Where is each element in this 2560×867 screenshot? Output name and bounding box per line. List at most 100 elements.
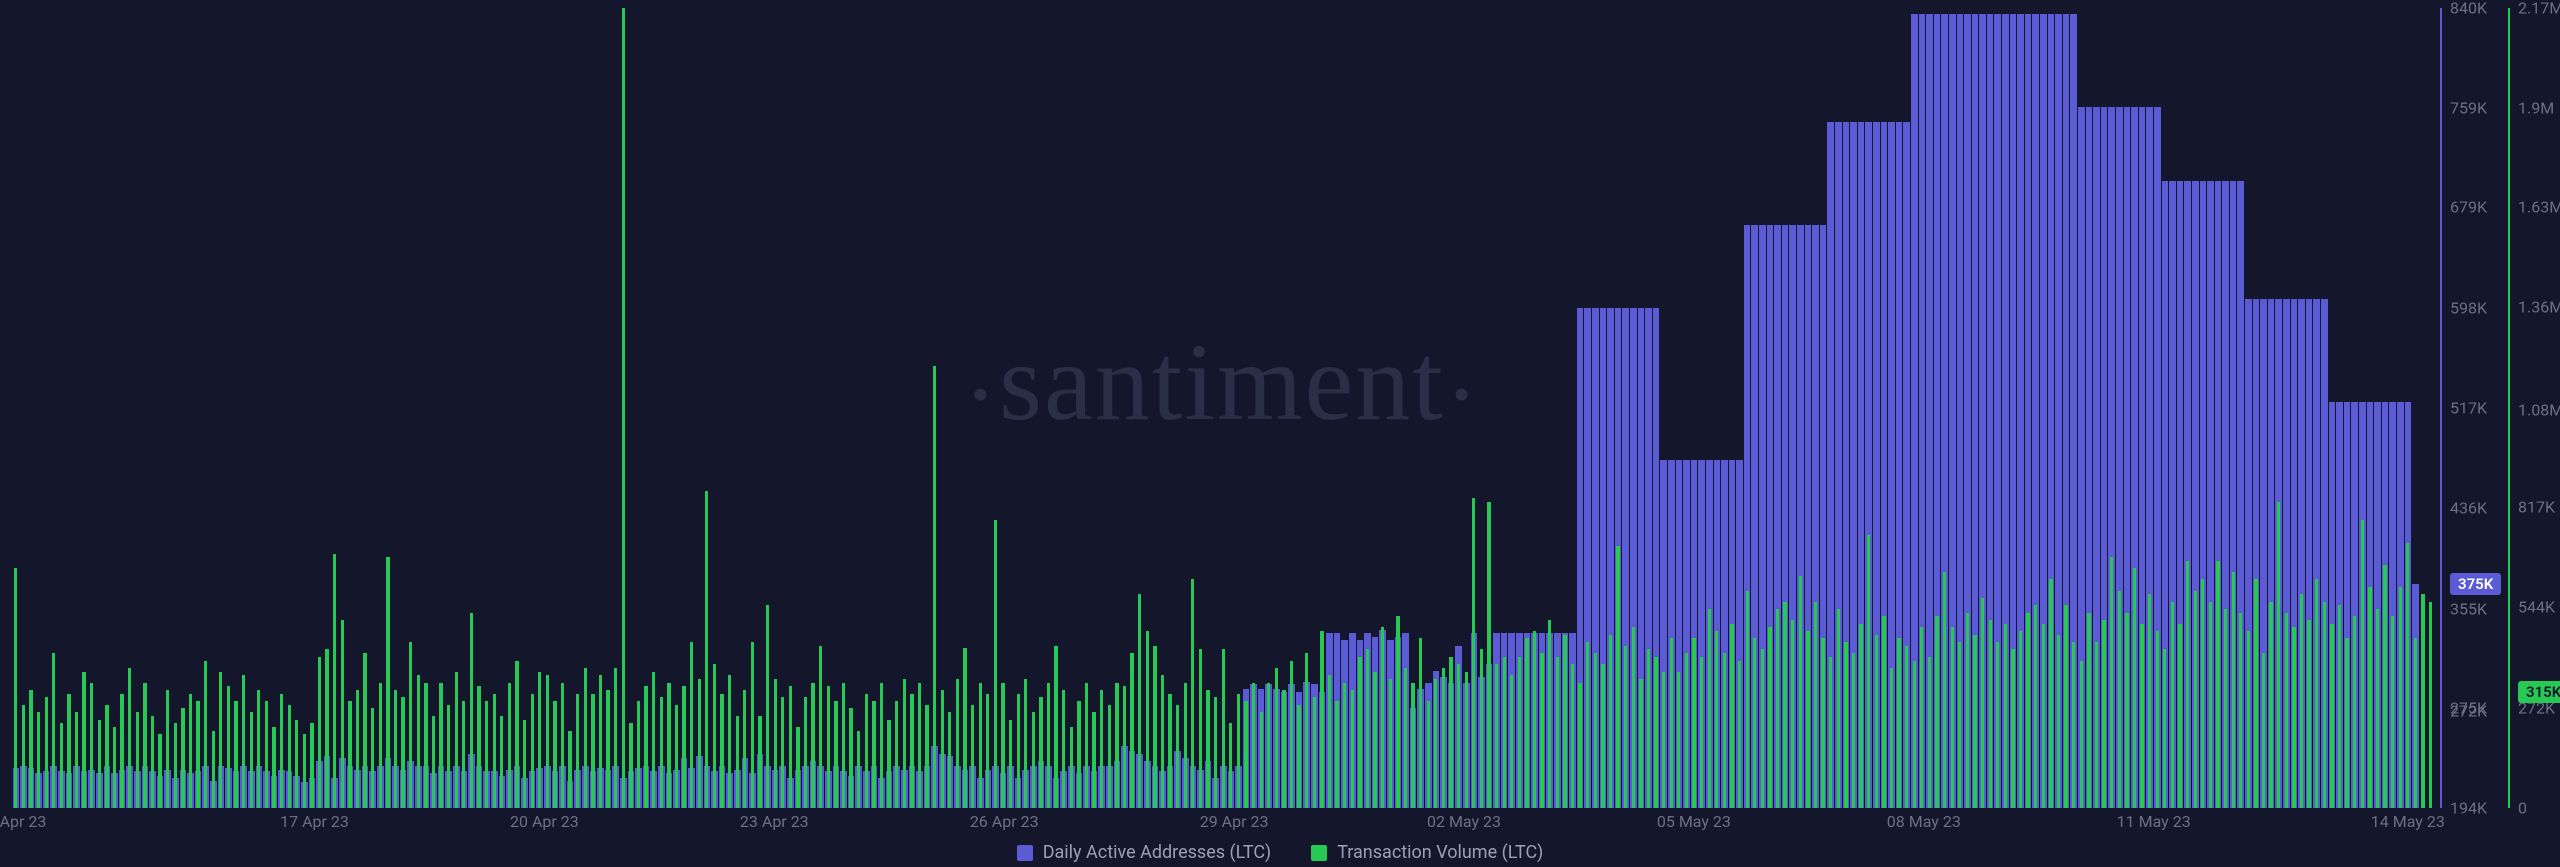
y-tick-blue-label: 759K: [2450, 99, 2487, 118]
bar-column: [324, 8, 331, 808]
bar-column: [1015, 8, 1022, 808]
bar-column: [1425, 8, 1432, 808]
bar-column: [271, 8, 278, 808]
bar-column: [1577, 8, 1584, 808]
legend-label: Transaction Volume (LTC): [1337, 842, 1543, 863]
bar-column: [506, 8, 513, 808]
bar-column: [552, 8, 559, 808]
y-tick-blue-label: 840K: [2450, 0, 2487, 18]
bar-column: [1220, 8, 1227, 808]
bar-column: [2169, 8, 2176, 808]
bar-column: [20, 8, 27, 808]
y-tick-green-label: 544K: [2518, 598, 2555, 617]
bar-column: [1501, 8, 1508, 808]
bar-column: [2162, 8, 2169, 808]
bar-column: [666, 8, 673, 808]
bar-column: [757, 8, 764, 808]
legend-item-daily-active[interactable]: Daily Active Addresses (LTC): [1017, 842, 1271, 863]
bar-column: [301, 8, 308, 808]
bar-column: [1000, 8, 1007, 808]
bar-column: [1068, 8, 1075, 808]
bar-column: [1729, 8, 1736, 808]
bar-column: [1250, 8, 1257, 808]
bar-column: [1053, 8, 1060, 808]
legend: Daily Active Addresses (LTC) Transaction…: [0, 842, 2560, 863]
bar-column: [1653, 8, 1660, 808]
bar-column: [1706, 8, 1713, 808]
bar-column: [2275, 8, 2282, 808]
bar-column: [878, 8, 885, 808]
bar-column: [719, 8, 726, 808]
bar-column: [423, 8, 430, 808]
bar-column: [1212, 8, 1219, 808]
bar-column: [2313, 8, 2320, 808]
bar-column: [521, 8, 528, 808]
bar-column: [1190, 8, 1197, 808]
bar-column: [1417, 8, 1424, 808]
bar-column: [1994, 8, 2001, 808]
bar-column: [2093, 8, 2100, 808]
bar-column: [362, 8, 369, 808]
x-tick-label: 29 Apr 23: [1200, 812, 1269, 831]
bar-column: [2230, 8, 2237, 808]
bar-column: [650, 8, 657, 808]
bar-column: [2010, 8, 2017, 808]
bar-column: [1546, 8, 1553, 808]
x-axis: 13 Apr 2317 Apr 2320 Apr 2323 Apr 2326 A…: [12, 812, 2432, 832]
bar-column: [1759, 8, 1766, 808]
bar-column: [1508, 8, 1515, 808]
bar-column: [536, 8, 543, 808]
bar-column: [2298, 8, 2305, 808]
bar-column: [1311, 8, 1318, 808]
bar-column: [1448, 8, 1455, 808]
bar-column: [483, 8, 490, 808]
bar-column: [119, 8, 126, 808]
bar-column: [817, 8, 824, 808]
bar-column: [886, 8, 893, 808]
legend-item-transaction-volume[interactable]: Transaction Volume (LTC): [1311, 842, 1543, 863]
bar-column: [1319, 8, 1326, 808]
bar-column: [1258, 8, 1265, 808]
bar-column: [2260, 8, 2267, 808]
bar-column: [240, 8, 247, 808]
bar-column: [225, 8, 232, 808]
bar-column: [66, 8, 73, 808]
x-tick-label: 23 Apr 23: [740, 812, 809, 831]
bar-column: [1972, 8, 1979, 808]
chart-plot-area[interactable]: •santiment•: [12, 8, 2432, 808]
bar-column: [142, 8, 149, 808]
bar-column: [430, 8, 437, 808]
bar-column: [73, 8, 80, 808]
bar-column: [810, 8, 817, 808]
x-tick-label: 17 Apr 23: [280, 812, 349, 831]
bar-column: [1136, 8, 1143, 808]
y-tick-blue-label: 194K: [2450, 799, 2487, 818]
legend-swatch-green: [1311, 845, 1327, 861]
bar-column: [1835, 8, 1842, 808]
bar-column: [1478, 8, 1485, 808]
bar-column: [544, 8, 551, 808]
bar-column: [1288, 8, 1295, 808]
bar-column: [658, 8, 665, 808]
bar-column: [673, 8, 680, 808]
bar-column: [1843, 8, 1850, 808]
bar-column: [620, 8, 627, 808]
bar-column: [1698, 8, 1705, 808]
bar-column: [96, 8, 103, 808]
bars-layer: [12, 8, 2432, 808]
bar-column: [1805, 8, 1812, 808]
bar-column: [2101, 8, 2108, 808]
bar-column: [1865, 8, 1872, 808]
bar-column: [1539, 8, 1546, 808]
bar-column: [605, 8, 612, 808]
bar-column: [1030, 8, 1037, 808]
bar-column: [1106, 8, 1113, 808]
bar-column: [2192, 8, 2199, 808]
bar-column: [2321, 8, 2328, 808]
bar-column: [2329, 8, 2336, 808]
bar-column: [377, 8, 384, 808]
bar-column: [2131, 8, 2138, 808]
bar-column: [1372, 8, 1379, 808]
x-tick-label: 11 May 23: [2117, 812, 2191, 831]
x-tick-label: 20 Apr 23: [510, 812, 579, 831]
